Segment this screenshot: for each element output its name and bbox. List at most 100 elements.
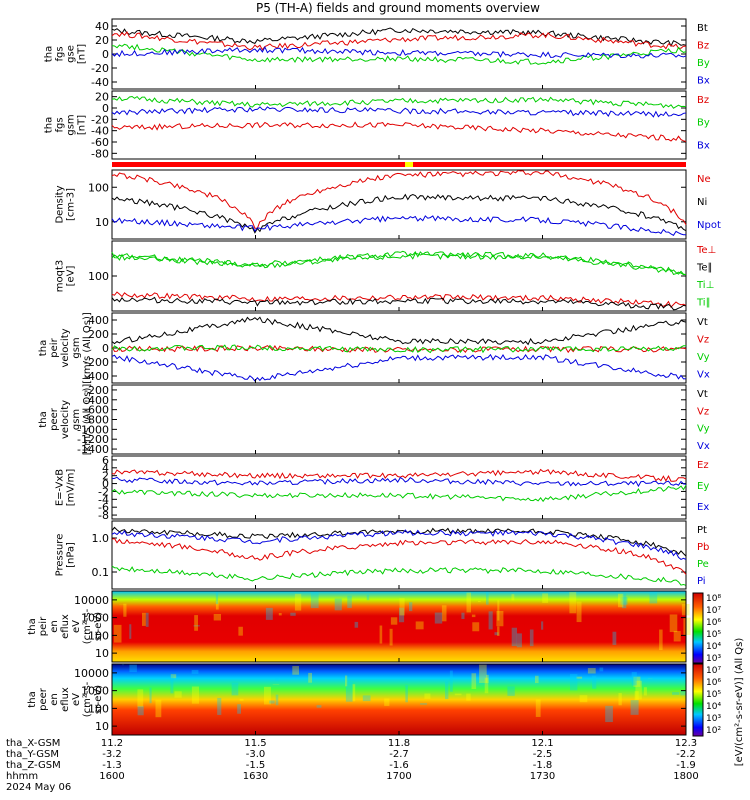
spectrogram-cell [174,691,182,698]
legend-entry: Pe [697,559,709,570]
spectrogram-electron [112,664,686,735]
spectrogram-cell [683,617,691,635]
spectrogram-cell [352,684,356,702]
spectrogram-cell [123,603,127,617]
orbit-row-label: hhmm [6,771,38,782]
spectrogram-cell [669,614,678,633]
spectrogram-cell [511,627,517,647]
y-tick-label: 40 [95,20,109,33]
spectrogram-cell [121,664,125,666]
orbit-row-value: -1.5 [246,760,266,771]
spectrogram-cell [366,594,370,601]
panel-3: 100 10 Density [cm-3] Ne Ni Npot [55,169,721,240]
y-axis-label: gsm [71,409,82,430]
legend-entry: By [697,58,710,69]
spectrogram-cell [129,664,137,673]
spectrogram-cell [384,698,390,706]
y-axis-label: (cm²-s- [82,681,93,717]
legend-entry: Ni [697,197,707,208]
spectrogram-cell [535,699,541,717]
orbit-row-value: 11.8 [388,738,410,749]
spectrogram-cell [649,591,658,604]
spectrogram-cell [129,624,132,639]
spectrogram-cell [347,595,352,608]
spectrogram-cell [618,593,624,608]
orbit-row-value: -3.0 [246,749,266,760]
series-line-Pt [111,526,687,557]
y-tick-label: 20 [95,34,109,47]
spectrogram-cell [576,676,583,679]
colorbar-ticks: 10⁸ 10⁷ 10⁶ 10⁵ 10⁴ 10³ 10⁷ 10⁶ 10⁵ 10⁴ 10³ 10² [706,594,721,736]
spectrogram-cell [292,666,299,675]
spectrogram-cell [354,621,359,628]
colorbar-tick-label: 10³ [706,714,721,724]
y-axis-label: tha [27,691,38,707]
spectrogram-cell [237,704,241,714]
legend-entry: Ne [697,174,711,185]
series-line-Npot [111,215,687,236]
spectrogram-cell [535,675,539,684]
y-tick-label: 0 [102,48,109,61]
legend-entry: Vx [697,441,710,452]
orbit-row-value: 12.3 [675,738,697,749]
spectrogram-cell [362,695,371,702]
legend-entry: Vz [697,335,709,346]
y-axis-label: peer [38,687,49,711]
spectrogram-cell [631,672,637,686]
spectrogram-cell [579,695,588,703]
y-axis-label: [nT] [77,44,88,64]
spectrogram-cell [142,612,146,626]
y-tick-label: 2 [102,470,109,483]
spectrogram-cell [275,678,279,681]
spectrogram-cell [191,686,199,704]
y-tick-label: 1000 [81,685,109,698]
colorbar-tick-label: 10⁸ [706,594,721,604]
y-axis-label: sr-eV) [93,612,104,641]
panel-frame [111,169,687,240]
spectrogram-cell [345,675,348,687]
y-tick-label: 0 [102,342,109,355]
quality-flag-marker [405,162,413,167]
spectrogram-cell [529,629,534,647]
y-tick-label: -20 [91,62,109,75]
legend-entry: By [697,118,710,129]
spectrogram-cell [170,675,174,694]
y-axis-label: peir [38,616,49,636]
spectrogram-cell [634,691,639,701]
series-line-Bx [111,106,687,118]
legend-entry: Bx [697,140,710,151]
y-axis-label: [eV] [66,266,77,287]
spectrogram-cell [194,615,198,631]
y-tick-label: 10 [95,720,109,733]
spectrogram-cell [445,681,449,700]
spectrogram-cell [149,687,152,704]
spectrogram-cell [620,597,628,605]
y-tick-label: 100 [88,629,109,642]
spectrogram-cell [569,592,577,614]
y-axis-label: gse [66,45,77,63]
spectrogram-cell [170,674,177,679]
orbit-row-value: 1730 [530,771,555,782]
orbit-row-value: -2.7 [389,749,409,760]
legend-entry: Te∥ [696,263,713,274]
spectrogram-cell [635,680,642,700]
y-tick-label: 0 [102,102,109,115]
y-tick-label: 6 [102,454,109,467]
spectrogram-cell [587,668,596,674]
spectrogram-cell [113,624,122,643]
y-tick-label: 100 [88,702,109,715]
spectrogram-cell [484,677,489,694]
spectrogram-cell [278,613,282,616]
spectrogram-cell [570,674,578,691]
spectrogram-cell [659,629,663,651]
series-line-Te∥ [111,296,687,311]
y-axis-label: [km/s (All Qs)] [82,384,93,456]
legend-entry: Vt [697,389,708,400]
y-axis-label: [km/s (All Qs)] [82,312,93,384]
spectrogram-cell [409,602,413,612]
series-line-By [111,43,687,65]
spectrogram-cell [238,626,243,636]
spectrogram-cell [680,690,686,696]
